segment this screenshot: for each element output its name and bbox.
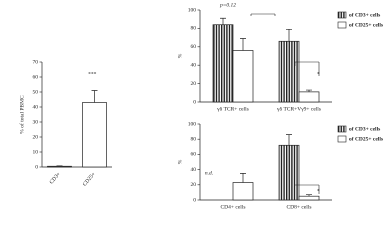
y-tick-label: 50: [33, 89, 39, 95]
y-tick-label: 100: [188, 121, 197, 127]
error-bar: [306, 194, 312, 197]
y-tick-label: 70: [33, 59, 39, 65]
bar: [212, 24, 234, 103]
y-tick-label: 40: [191, 167, 197, 173]
y-tick-label: 100: [188, 7, 197, 13]
legend-swatch: [337, 21, 347, 29]
y-tick-label: 60: [191, 152, 197, 158]
y-axis-label: %: [177, 159, 183, 164]
bar: [278, 144, 300, 201]
y-tick-label: 60: [33, 74, 39, 80]
legend-swatch: [337, 135, 347, 143]
y-axis-label: % of total PBMC: [18, 95, 25, 134]
legend-label: of CD25+ cells: [349, 22, 383, 28]
legend-label: of CD3+ cells: [349, 12, 380, 18]
bar: [278, 40, 300, 103]
error-bar: [306, 89, 312, 92]
y-tick-label: 10: [33, 149, 39, 155]
bar: [298, 195, 320, 201]
y-tick-label: 20: [33, 134, 39, 140]
legend-swatch: [337, 11, 347, 19]
y-tick-label: 60: [191, 44, 197, 50]
x-tick-label: γδ TCR+Vγ9+ cells: [276, 106, 321, 112]
bar: [47, 165, 72, 168]
x-tick-label: CD4+ cells: [221, 204, 246, 210]
y-tick-label: 0: [193, 99, 196, 105]
bar: [232, 50, 254, 103]
x-tick-label: CD25+: [82, 171, 97, 187]
y-tick-label: 80: [191, 136, 197, 142]
y-tick-label: 40: [191, 62, 197, 68]
bar: [82, 102, 107, 168]
error-bar: [220, 17, 226, 25]
y-tick-label: 20: [191, 81, 197, 87]
x-tick-label: γδ TCR+ cells: [216, 106, 249, 112]
bar: [232, 182, 254, 201]
annotation: p=0.12: [219, 2, 236, 8]
annotation: *: [317, 188, 320, 194]
bar: [298, 91, 320, 103]
error-bar: [240, 38, 246, 51]
y-tick-label: 30: [33, 119, 39, 125]
y-axis-label: %: [177, 53, 183, 58]
error-bar: [286, 134, 292, 146]
annotation: n.d.: [205, 170, 213, 176]
y-tick-label: 0: [35, 164, 38, 170]
figure: 0 10 20 30 40 50 60 70 % of total PBMC CD3+ CD25+ *…: [18, 2, 383, 210]
x-tick-label: CD3+: [49, 171, 62, 185]
y-tick-label: 0: [193, 197, 196, 203]
error-bar: [91, 90, 98, 103]
annotation: *: [317, 71, 320, 77]
annotation: ***: [88, 71, 97, 77]
legend-label: of CD25+ cells: [349, 136, 383, 142]
error-bar: [240, 173, 246, 183]
y-tick-label: 40: [33, 104, 39, 110]
y-tick-label: 20: [191, 182, 197, 188]
x-tick-label: CD8+ cells: [287, 204, 312, 210]
legend-label: of CD3+ cells: [349, 126, 380, 132]
y-tick-label: 80: [191, 26, 197, 32]
legend-swatch: [337, 125, 347, 133]
error-bar: [286, 28, 292, 42]
